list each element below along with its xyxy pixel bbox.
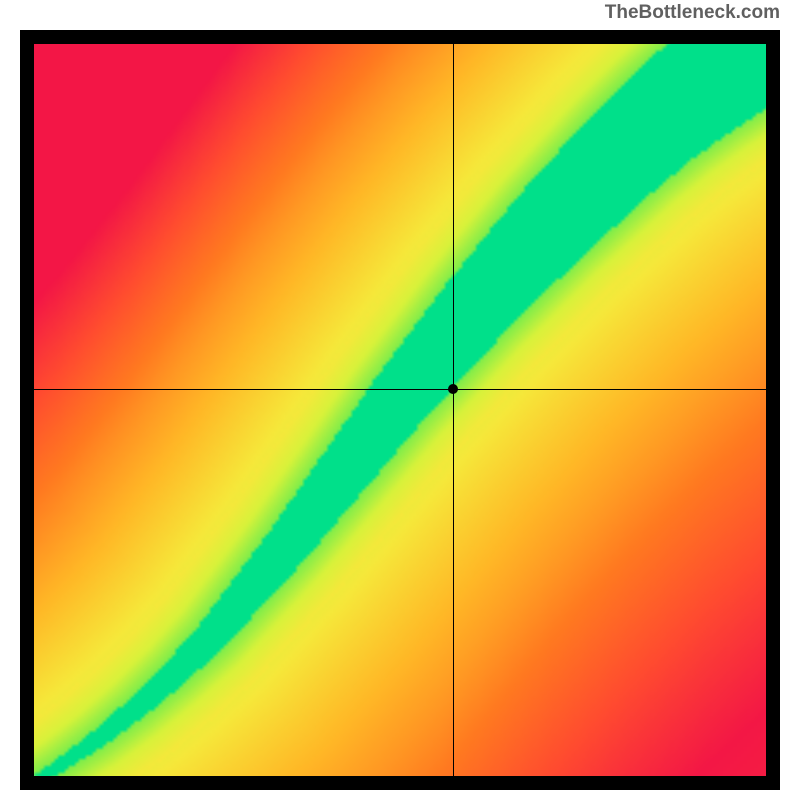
heatmap-canvas [20,30,780,790]
figure-container: TheBottleneck.com [0,0,800,800]
plot-area [20,30,780,790]
watermark-text: TheBottleneck.com [605,2,780,24]
plot-canvas-wrap [20,30,780,790]
